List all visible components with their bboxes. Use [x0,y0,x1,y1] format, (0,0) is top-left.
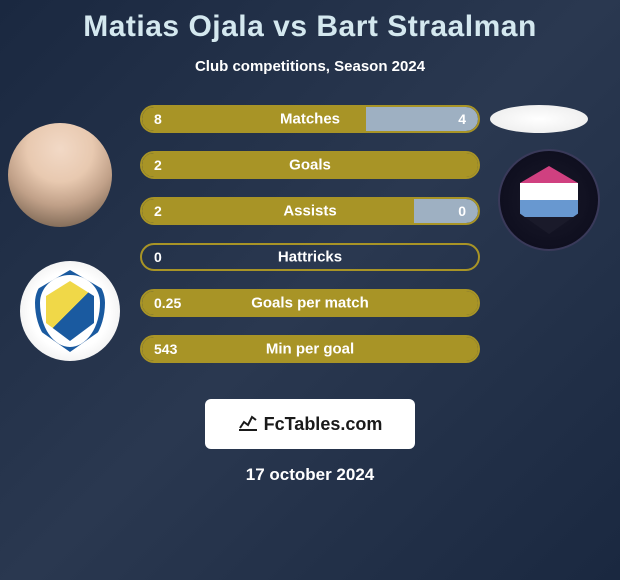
stat-bars: 8 4 Matches 2 Goals 2 0 Assists 0 Hattricks 0.25 Go… [140,105,480,381]
stat-row: 0 Hattricks [140,243,480,271]
stat-value-left: 2 [154,203,162,219]
stat-value-left: 0.25 [154,295,181,311]
player-right-placeholder [490,105,588,133]
stat-row: 8 4 Matches [140,105,480,133]
stat-label: Hattricks [278,249,342,266]
stat-label: Goals [289,157,331,174]
stat-value-left: 543 [154,341,177,357]
club-right-crest [498,149,600,251]
subtitle: Club competitions, Season 2024 [0,58,620,75]
page-title: Matias Ojala vs Bart Straalman [0,0,620,44]
stat-value-left: 8 [154,111,162,127]
chart-icon [238,412,258,437]
stat-row: 2 Goals [140,151,480,179]
stat-label: Matches [280,111,340,128]
stat-label: Goals per match [251,295,369,312]
club-left-crest [20,261,120,361]
comparison-panel: 8 4 Matches 2 Goals 2 0 Assists 0 Hattricks 0.25 Go… [0,93,620,393]
date-label: 17 october 2024 [0,465,620,485]
stat-fill-left [142,199,414,223]
stat-row: 0.25 Goals per match [140,289,480,317]
stat-value-right: 4 [458,111,466,127]
logo-text: FcTables.com [264,414,383,435]
stat-row: 543 Min per goal [140,335,480,363]
stat-value-right: 0 [458,203,466,219]
stat-row: 2 0 Assists [140,197,480,225]
stat-value-left: 2 [154,157,162,173]
stat-label: Assists [283,203,336,220]
stat-value-left: 0 [154,249,162,265]
stat-fill-right [414,199,478,223]
site-logo: FcTables.com [205,399,415,449]
stat-label: Min per goal [266,341,354,358]
player-left-avatar [8,123,112,227]
